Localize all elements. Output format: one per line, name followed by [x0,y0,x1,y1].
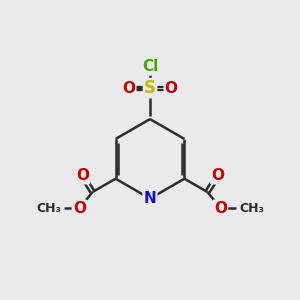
Text: O: O [122,81,135,96]
Text: O: O [76,168,89,183]
Text: S: S [144,79,156,97]
Text: O: O [73,201,86,216]
Text: O: O [214,201,227,216]
Text: CH₃: CH₃ [239,202,264,215]
Text: N: N [144,191,156,206]
Text: O: O [165,81,178,96]
Text: CH₃: CH₃ [36,202,61,215]
Text: O: O [211,168,224,183]
Text: Cl: Cl [142,59,158,74]
